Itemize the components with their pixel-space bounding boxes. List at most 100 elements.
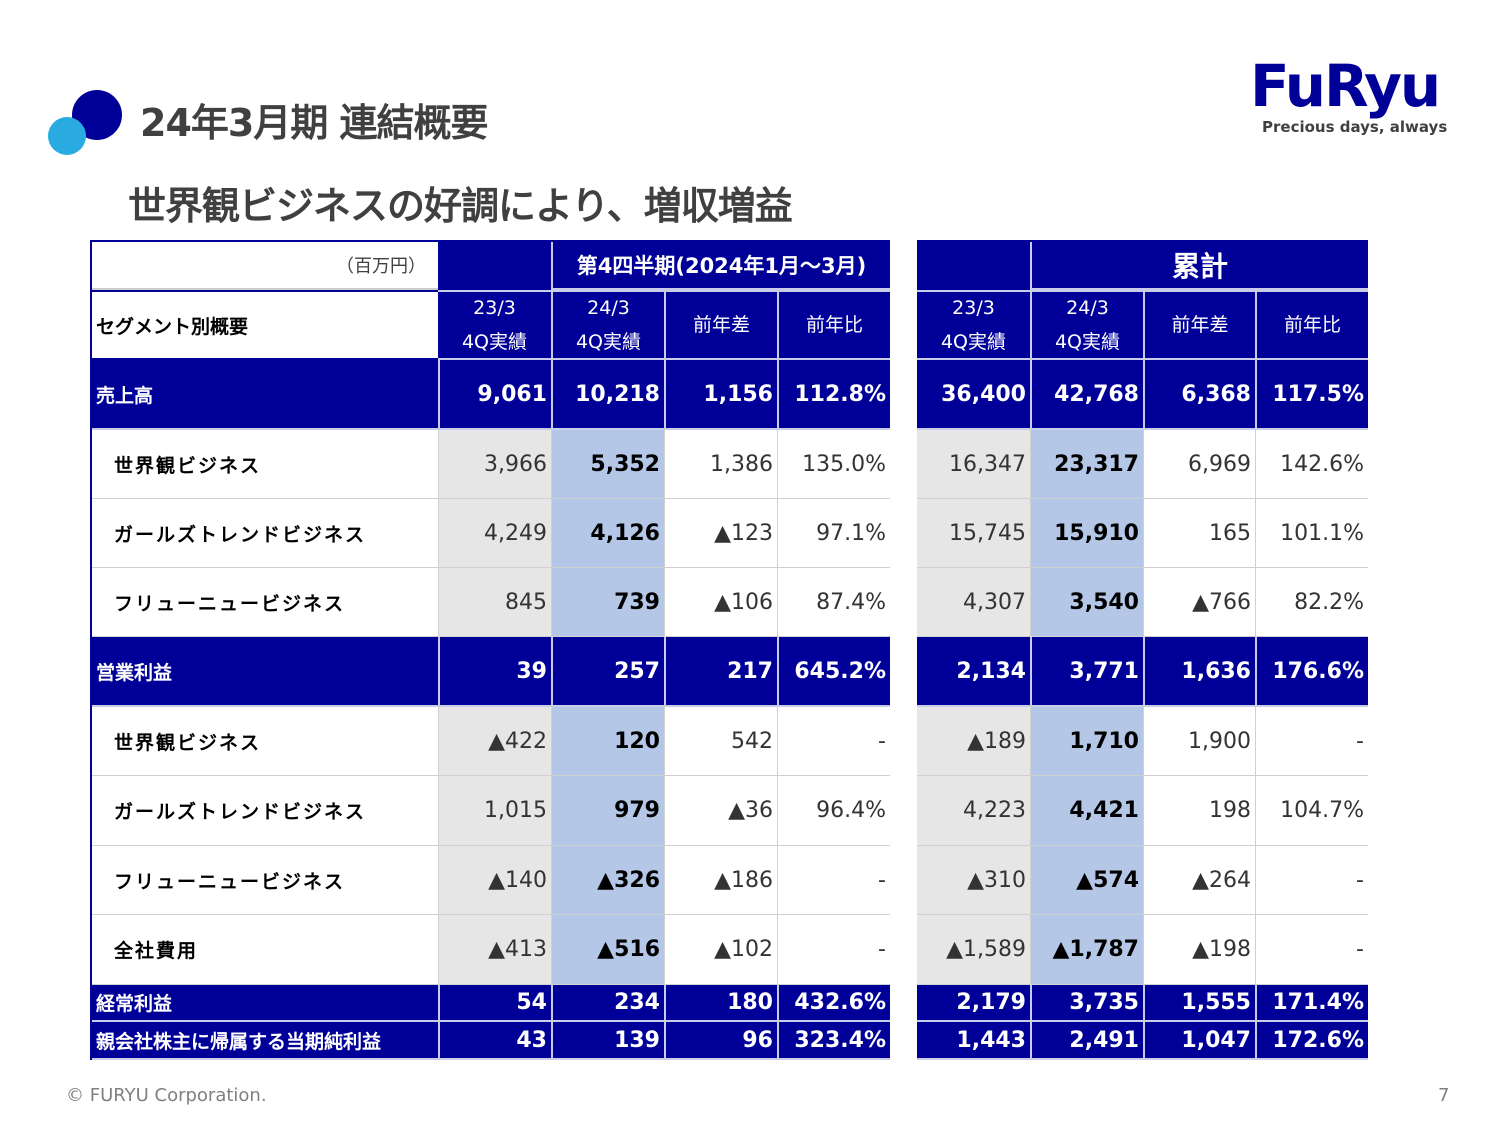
cumulative-value-cell: 3,735 [1030, 985, 1143, 1022]
quarter-col-header: 前年比 [777, 290, 890, 360]
quarter-value-cell: 96.4% [777, 776, 890, 846]
quarter-value-cell: 180 [664, 985, 777, 1022]
col-header-line: 4Q実績 [461, 331, 528, 353]
quarter-value-cell: 739 [551, 568, 664, 637]
cumulative-value-cell: 101.1% [1255, 499, 1368, 568]
col-header-line: 4Q実績 [1054, 331, 1121, 353]
quarter-value-cell: 5,352 [551, 430, 664, 499]
cumulative-col-header: 前年比 [1255, 290, 1368, 360]
quarter-value-cell: - [777, 707, 890, 776]
quarter-value-cell: 39 [438, 637, 551, 707]
cumulative-value-cell: 3,771 [1030, 637, 1143, 707]
cumulative-value-cell: ▲310 [917, 846, 1030, 915]
page-title: 24年3月期 連結概要 [140, 101, 489, 145]
cumulative-value-cell: 3,540 [1030, 568, 1143, 637]
cumulative-value-cell: 6,368 [1143, 360, 1255, 430]
quarter-value-cell: 96 [664, 1022, 777, 1060]
col-header-line: 前年比 [805, 314, 863, 336]
cumulative-value-cell: 82.2% [1255, 568, 1368, 637]
col-header-line: 23/3 [952, 297, 995, 319]
quarter-value-cell: 43 [438, 1022, 551, 1060]
col-header-line: 前年差 [692, 314, 750, 336]
row-label: 全社費用 [92, 915, 438, 985]
row-label: ガールズトレンドビジネス [92, 776, 438, 846]
cumulative-value-cell: 15,910 [1030, 499, 1143, 568]
row-label: フリューニュービジネス [92, 568, 438, 637]
cumulative-col-header: 23/3 4Q実績 [917, 290, 1030, 360]
cumulative-value-cell: 165 [1143, 499, 1255, 568]
quarter-value-cell: ▲36 [664, 776, 777, 846]
quarter-value-cell: ▲102 [664, 915, 777, 985]
cumulative-value-cell: 16,347 [917, 430, 1030, 499]
cumulative-value-cell: - [1255, 707, 1368, 776]
quarter-value-cell: 139 [551, 1022, 664, 1060]
cumulative-value-cell: ▲1,787 [1030, 915, 1143, 985]
cumulative-value-cell: 2,491 [1030, 1022, 1143, 1060]
cumulative-value-cell: 23,317 [1030, 430, 1143, 499]
quarter-value-cell: 542 [664, 707, 777, 776]
quarter-value-cell: 4,126 [551, 499, 664, 568]
cumulative-value-cell: 36,400 [917, 360, 1030, 430]
quarter-value-cell: 54 [438, 985, 551, 1022]
quarter-value-cell: 87.4% [777, 568, 890, 637]
quarter-value-cell: 1,386 [664, 430, 777, 499]
cumulative-value-cell: 4,307 [917, 568, 1030, 637]
quarter-value-cell: 217 [664, 637, 777, 707]
row-label: 営業利益 [92, 637, 438, 707]
quarter-value-cell: - [777, 915, 890, 985]
cumulative-value-cell: 1,710 [1030, 707, 1143, 776]
quarter-value-cell: ▲326 [551, 846, 664, 915]
quarter-value-cell: 112.8% [777, 360, 890, 430]
cumulative-value-cell: ▲189 [917, 707, 1030, 776]
quarter-value-cell: 845 [438, 568, 551, 637]
row-label: フリューニュービジネス [92, 846, 438, 915]
quarter-value-cell: ▲186 [664, 846, 777, 915]
cumulative-group-header: 累計 [1030, 242, 1368, 290]
col-header-line: 4Q実績 [940, 331, 1007, 353]
cumulative-value-cell: - [1255, 846, 1368, 915]
quarter-col-header: 前年差 [664, 290, 777, 360]
page-number: 7 [1438, 1085, 1450, 1106]
cumulative-value-cell: 171.4% [1255, 985, 1368, 1022]
quarter-value-cell: ▲413 [438, 915, 551, 985]
row-label: ガールズトレンドビジネス [92, 499, 438, 568]
quarter-value-cell: 135.0% [777, 430, 890, 499]
quarter-value-cell: 120 [551, 707, 664, 776]
copyright: © FURYU Corporation. [66, 1085, 267, 1106]
cumulative-value-cell: 4,421 [1030, 776, 1143, 846]
row-label: 世界観ビジネス [92, 707, 438, 776]
cumulative-value-cell: ▲766 [1143, 568, 1255, 637]
cumulative-col-header: 24/3 4Q実績 [1030, 290, 1143, 360]
col-header-line: 4Q実績 [575, 331, 642, 353]
quarter-value-cell: 4,249 [438, 499, 551, 568]
unit-label: （百万円） [92, 242, 438, 290]
quarter-value-cell: 323.4% [777, 1022, 890, 1060]
row-label: 世界観ビジネス [92, 430, 438, 499]
cumulative-value-cell: 6,969 [1143, 430, 1255, 499]
cumulative-value-cell: 176.6% [1255, 637, 1368, 707]
quarter-value-cell: 1,015 [438, 776, 551, 846]
cumulative-value-cell: 1,047 [1143, 1022, 1255, 1060]
cumulative-value-cell: ▲198 [1143, 915, 1255, 985]
quarter-value-cell: ▲422 [438, 707, 551, 776]
quarter-value-cell: - [777, 846, 890, 915]
row-label: 経常利益 [92, 985, 438, 1022]
col-header-line: 前年差 [1171, 314, 1229, 336]
quarter-value-cell: 97.1% [777, 499, 890, 568]
quarter-value-cell: 9,061 [438, 360, 551, 430]
quarter-value-cell: ▲140 [438, 846, 551, 915]
cumulative-value-cell: 42,768 [1030, 360, 1143, 430]
col-header-line: 23/3 [473, 297, 516, 319]
cumulative-value-cell: ▲264 [1143, 846, 1255, 915]
cumulative-value-cell: ▲1,589 [917, 915, 1030, 985]
quarter-value-cell: ▲123 [664, 499, 777, 568]
quarter-value-cell: ▲516 [551, 915, 664, 985]
col-header-line: 24/3 [587, 297, 630, 319]
quarter-value-cell: 3,966 [438, 430, 551, 499]
cumulative-value-cell: - [1255, 915, 1368, 985]
quarter-value-cell: 645.2% [777, 637, 890, 707]
quarter-value-cell: 432.6% [777, 985, 890, 1022]
row-label: 売上高 [92, 360, 438, 430]
cumulative-value-cell: 15,745 [917, 499, 1030, 568]
cumulative-value-cell: 198 [1143, 776, 1255, 846]
